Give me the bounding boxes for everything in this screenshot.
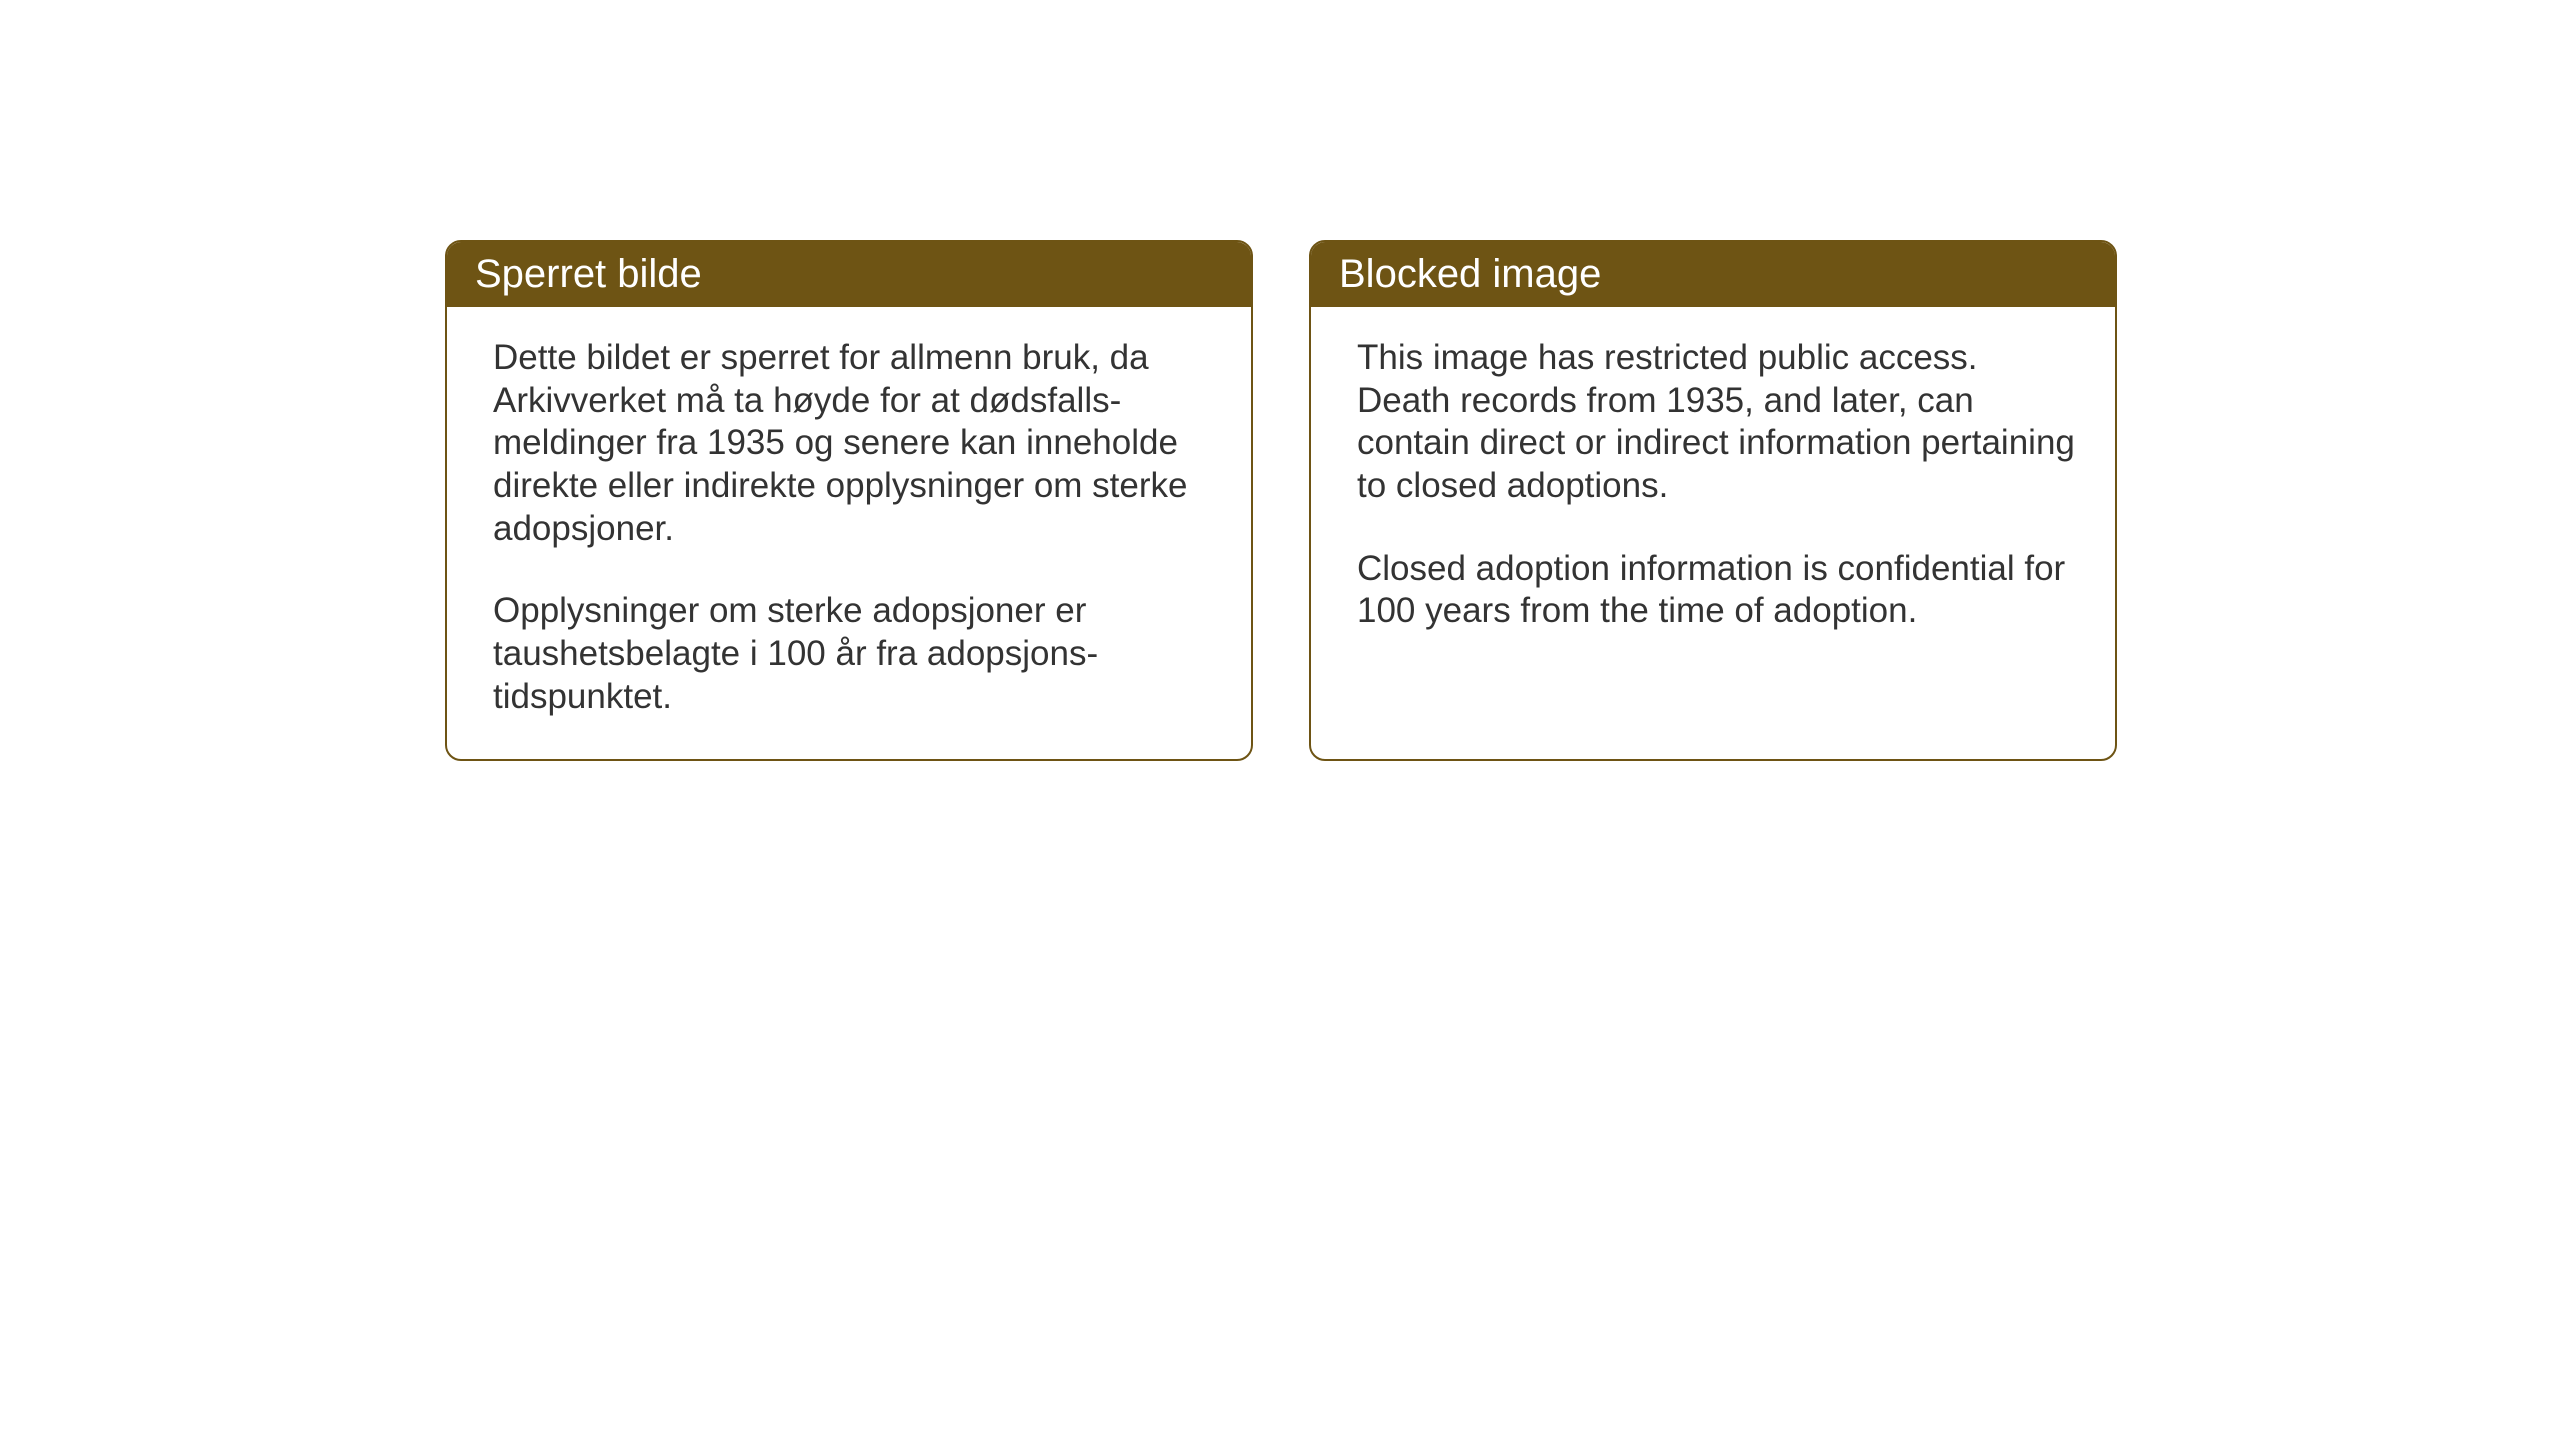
notice-paragraph: Closed adoption information is confident… — [1357, 548, 2075, 633]
notice-header-english: Blocked image — [1311, 242, 2115, 307]
notice-box-english: Blocked image This image has restricted … — [1309, 240, 2117, 761]
notice-box-norwegian: Sperret bilde Dette bildet er sperret fo… — [445, 240, 1253, 761]
notice-paragraph: Opplysninger om sterke adopsjoner er tau… — [493, 590, 1211, 718]
notice-header-norwegian: Sperret bilde — [447, 242, 1251, 307]
notice-body-english: This image has restricted public access.… — [1311, 307, 2115, 673]
notice-paragraph: Dette bildet er sperret for allmenn bruk… — [493, 337, 1211, 550]
notice-body-norwegian: Dette bildet er sperret for allmenn bruk… — [447, 307, 1251, 759]
notice-container: Sperret bilde Dette bildet er sperret fo… — [445, 240, 2117, 761]
notice-paragraph: This image has restricted public access.… — [1357, 337, 2075, 508]
